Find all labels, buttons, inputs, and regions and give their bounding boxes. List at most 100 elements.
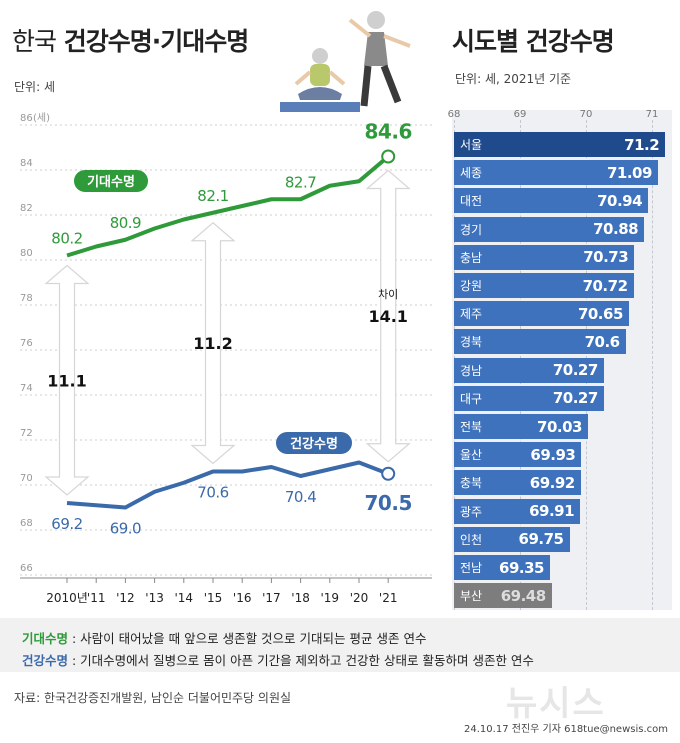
life-expectancy-data-label: 80.2 [51, 230, 82, 248]
bar-x-tick-label: 69 [513, 109, 527, 120]
bar-15: 전남 69.35 [454, 555, 550, 580]
definition-text: : 사람이 태어났을 때 앞으로 생존할 것으로 기대되는 평균 생존 연수 [72, 631, 427, 646]
life-expectancy-data-label: 82.7 [285, 173, 316, 191]
bar-category-label: 충남 [460, 250, 483, 265]
bar-x-tick-label: 71 [645, 109, 659, 120]
regional-bar-chart: 68 69 70 71 서울 71.2 세종 71.09 대전 70.94 경기 70.88 충남 70.… [448, 109, 672, 610]
x-tick-label: '21 [379, 591, 398, 605]
bar-3: 경기 70.88 [454, 216, 645, 242]
bar-4: 충남 70.73 [454, 244, 635, 270]
x-tick-label: '16 [233, 591, 252, 605]
bar-value-label: 69.93 [530, 445, 576, 464]
x-tick-label: '13 [145, 591, 164, 605]
meditating-person-head [312, 48, 328, 64]
x-tick-label: '12 [116, 591, 135, 605]
bar-0: 서울 71.2 [454, 132, 666, 157]
definition-text: : 기대수명에서 질병으로 몸이 아픈 기간을 제외하고 건강한 상태로 활동하… [72, 653, 534, 668]
bar-value-label: 70.88 [593, 220, 639, 239]
life-expectancy-data-label: 80.9 [110, 214, 141, 232]
y-tick-label: 80 [20, 248, 33, 259]
bar-value-label: 70.72 [582, 276, 628, 295]
bar-value-label: 70.27 [552, 361, 598, 380]
newsis-watermark: 뉴시스 [506, 684, 606, 724]
definition-term: 기대수명 [22, 631, 69, 646]
bar-category-label: 인천 [460, 532, 483, 547]
y-tick-label: 74 [20, 383, 33, 394]
bar-value-label: 69.48 [500, 586, 546, 605]
life-expectancy-series-label-bg [74, 170, 148, 192]
life-expectancy-line [66, 154, 390, 258]
x-tick-label: '17 [262, 591, 281, 605]
healthy-life-series-label: 건강수명 [290, 436, 338, 452]
healthy-life-data-label: 70.5 [365, 491, 412, 515]
bar-category-label: 제주 [460, 307, 483, 322]
definition-term: 건강수명 [22, 653, 69, 668]
bar-7: 경북 70.6 [454, 329, 626, 355]
healthy-life-data-label: 70.4 [285, 488, 316, 506]
difference-label-caption: 차이 [378, 288, 398, 301]
left-unit-label: 단위: 세 [14, 80, 55, 94]
x-tick-label: '20 [350, 591, 369, 605]
definition-healthy-life: 건강수명 : 기대수명에서 질병으로 몸이 아픈 기간을 제외하고 건강한 상태… [22, 650, 534, 669]
bar-14: 인천 69.75 [454, 526, 570, 552]
life-expectancy-series-label: 기대수명 [87, 174, 135, 190]
difference-arrow-2010 [44, 264, 90, 496]
bar-10: 전북 70.03 [454, 414, 588, 439]
bar-1: 세종 71.09 [454, 160, 658, 186]
bar-category-label: 전북 [460, 420, 483, 434]
healthy-life-end-point [381, 466, 396, 481]
bar-value-label: 70.6 [584, 332, 621, 351]
bar-category-label: 부산 [460, 589, 483, 604]
difference-arrow-2015 [190, 221, 236, 465]
life-expectancy-data-label: 82.1 [197, 187, 228, 205]
healthy-life-series-label-bg [276, 432, 352, 454]
right-unit-label: 단위: 세, 2021년 기준 [455, 72, 572, 86]
x-tick-label: '14 [175, 591, 194, 605]
y-tick-label: 76 [20, 338, 33, 349]
life-expectancy-line-chart: 66 68 70 72 74 76 78 80 82 84 86 (세) 2010년 '11 '12 '13 '… [20, 112, 432, 605]
bar-x-tick-label: 70 [579, 109, 593, 120]
healthy-life-data-label: 69.0 [110, 520, 141, 538]
taichi-person-head [367, 11, 385, 29]
x-tick-label: '18 [291, 591, 310, 605]
right-chart-title: 시도별 건강수명 [452, 27, 615, 56]
y-tick-label: 68 [20, 518, 33, 529]
y-tick-label: 66 [20, 563, 33, 574]
life-expectancy-end-point [381, 149, 396, 164]
healthy-life-line [66, 460, 389, 510]
bar-category-label: 전남 [460, 561, 483, 575]
bar-8: 경남 70.27 [454, 357, 604, 383]
life-expectancy-data-label: 84.6 [365, 120, 412, 144]
bar-value-label: 70.65 [577, 304, 623, 323]
bar-category-label: 경남 [460, 363, 483, 378]
bar-gridline [652, 120, 654, 610]
bar-category-label: 강원 [460, 279, 483, 293]
y-unit-label: (세) [33, 112, 50, 124]
left-chart-title: 한국 건강수명·기대수명 [12, 22, 249, 58]
difference-arrow-2021 [365, 169, 411, 463]
bar-category-label: 충북 [460, 476, 483, 491]
bar-category-label: 대전 [460, 194, 483, 209]
y-tick-label: 78 [20, 293, 33, 304]
bar-category-label: 경기 [460, 222, 483, 237]
x-tick-label: '19 [321, 591, 340, 605]
bar-6: 제주 70.65 [454, 301, 629, 327]
title-light: 한국 [12, 27, 57, 56]
bar-2: 대전 70.94 [454, 188, 649, 214]
x-tick-label: 2010년 [46, 591, 88, 605]
bar-value-label: 69.75 [518, 530, 564, 549]
difference-value-label: 11.2 [193, 334, 232, 353]
difference-value-label: 11.1 [47, 371, 86, 390]
bar-value-label: 69.35 [499, 558, 544, 577]
bar-category-label: 울산 [460, 448, 483, 463]
credit-line: 24.10.17 전진우 기자 618tue@newsis.com [464, 724, 668, 735]
x-tick-label: '11 [87, 591, 106, 605]
bar-value-label: 69.92 [529, 473, 575, 492]
bar-category-label: 경북 [460, 335, 483, 350]
bar-5: 강원 70.72 [454, 273, 634, 298]
bar-12: 충북 69.92 [454, 470, 581, 496]
bar-x-tick-label: 68 [447, 109, 461, 120]
bar-13: 광주 69.91 [454, 498, 581, 524]
healthy-life-data-label: 69.2 [51, 515, 82, 533]
bar-16: 부산 69.48 [454, 583, 552, 609]
